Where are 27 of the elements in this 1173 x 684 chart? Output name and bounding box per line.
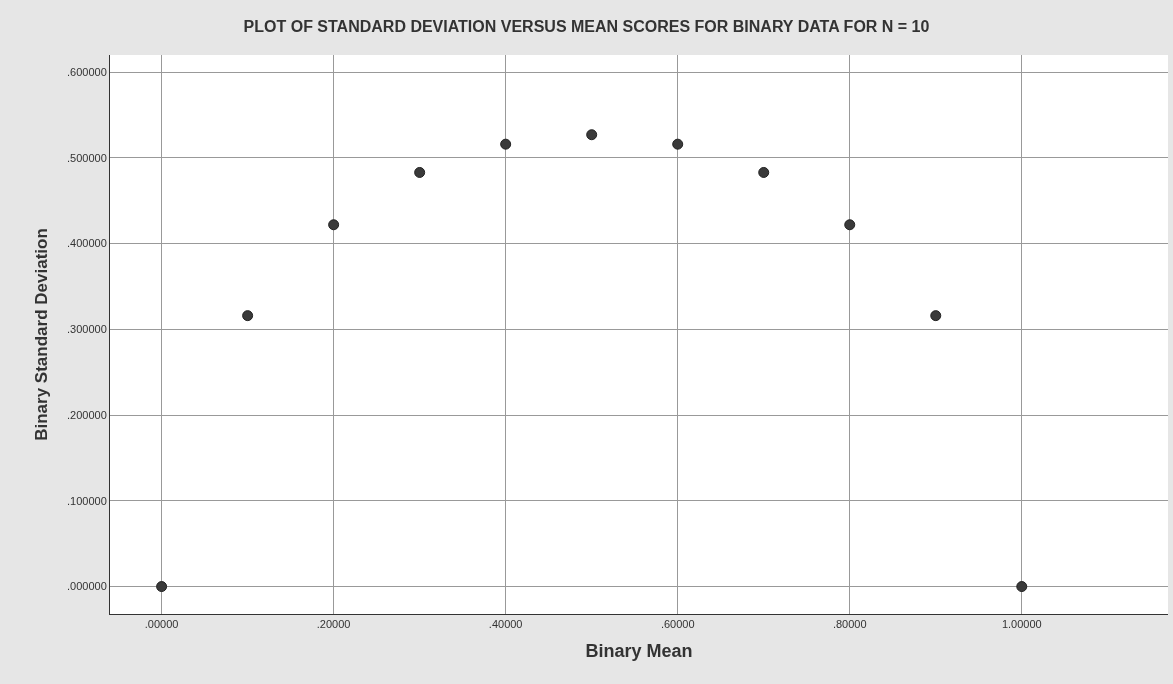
point: [758, 166, 770, 178]
x-axis-title: Binary Mean: [585, 641, 693, 662]
point: [414, 166, 426, 178]
point: [242, 310, 254, 322]
y-axis-title: Binary Standard Deviation: [31, 228, 51, 441]
point: [672, 138, 684, 150]
point: [586, 129, 598, 141]
x-tick-label: .20000: [316, 618, 351, 631]
point: [1016, 581, 1028, 593]
x-tick-label: .80000: [832, 618, 867, 631]
chart-title: PLOT OF STANDARD DEVIATION VERSUS MEAN SCORES FOR BINARY DATA FOR N = 10: [243, 17, 930, 35]
y-tick-label: .600000: [67, 66, 107, 78]
y-tick-label: .300000: [67, 323, 107, 336]
x-tick-label: .60000: [660, 618, 695, 631]
x-tick-label: 1.00000: [1001, 618, 1042, 631]
y-tick-label: .000000: [67, 580, 107, 593]
point: [930, 310, 942, 322]
x-tick-label: .40000: [488, 618, 523, 631]
point: [844, 219, 856, 231]
y-tick-label: .400000: [67, 237, 107, 250]
x-tick-label: .00000: [144, 618, 179, 631]
y-tick-label: .500000: [67, 151, 107, 164]
point: [156, 581, 168, 593]
point: [328, 219, 340, 231]
y-tick-label: .100000: [67, 494, 107, 507]
y-tick-label: .200000: [67, 408, 107, 421]
point: [500, 138, 512, 150]
